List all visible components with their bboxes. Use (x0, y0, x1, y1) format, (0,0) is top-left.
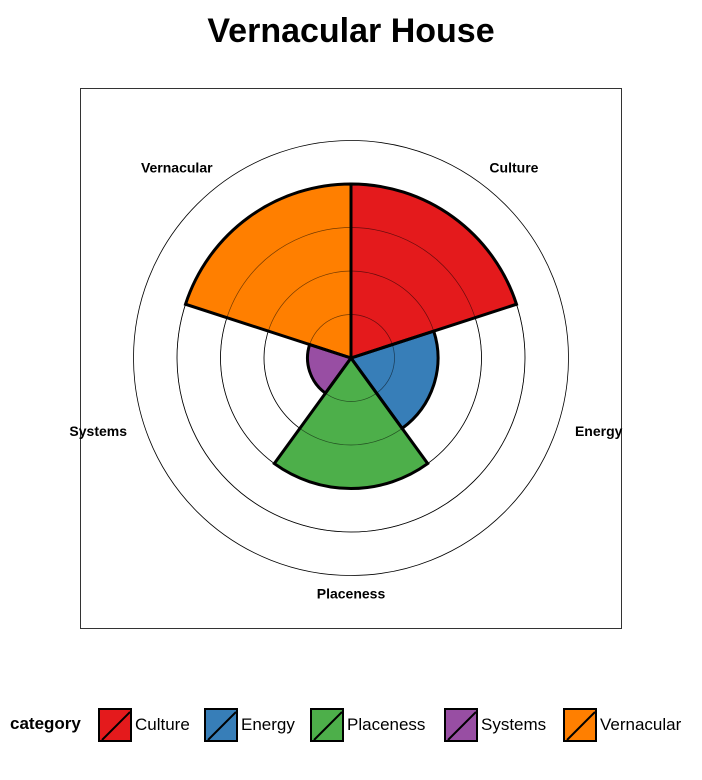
legend-key-energy (204, 708, 238, 742)
category-labels: Culture Energy Placeness Systems Vernacular (69, 159, 622, 601)
legend-label-systems: Systems (481, 715, 547, 734)
legend-item-culture: Culture (98, 706, 190, 744)
legend-key-vernacular (563, 708, 597, 742)
category-label-systems: Systems (69, 423, 127, 439)
category-label-placeness: Placeness (317, 586, 386, 602)
legend-item-systems: Systems (444, 706, 546, 744)
legend-item-vernacular: Vernacular (563, 706, 681, 744)
plot-panel (80, 88, 622, 629)
legend-title: category (10, 714, 81, 733)
legend-label-energy: Energy (241, 715, 295, 734)
legend-label-vernacular: Vernacular (600, 715, 682, 734)
bar-outline-systems (306, 342, 354, 396)
bar-outline-energy (348, 329, 440, 431)
bar-culture (351, 184, 517, 358)
category-label-culture: Culture (489, 159, 538, 175)
chart-title: Vernacular House (207, 12, 495, 50)
legend-label-culture: Culture (135, 715, 190, 734)
legend-label-placeness: Placeness (347, 715, 426, 734)
legend-item-energy: Energy (204, 706, 295, 744)
bar-vernacular (185, 184, 351, 358)
legend-key-culture (98, 708, 132, 742)
legend-item-placeness: Placeness (310, 706, 425, 744)
bars (176, 182, 526, 533)
bar-outline-culture (349, 182, 519, 361)
legend-key-placeness (310, 708, 344, 742)
bar-placeness (274, 358, 428, 489)
bar-systems (307, 344, 351, 394)
bar-outline-placeness (272, 355, 430, 490)
bar-outline-vernacular (183, 182, 353, 361)
legend-key-systems (444, 708, 478, 742)
legend: category Culture Energy Placeness Systems Ve… (0, 704, 702, 746)
category-label-energy: Energy (575, 423, 623, 439)
bar-energy (351, 331, 438, 429)
grid-ring-5 (133, 140, 569, 576)
category-label-vernacular: Vernacular (141, 159, 213, 175)
